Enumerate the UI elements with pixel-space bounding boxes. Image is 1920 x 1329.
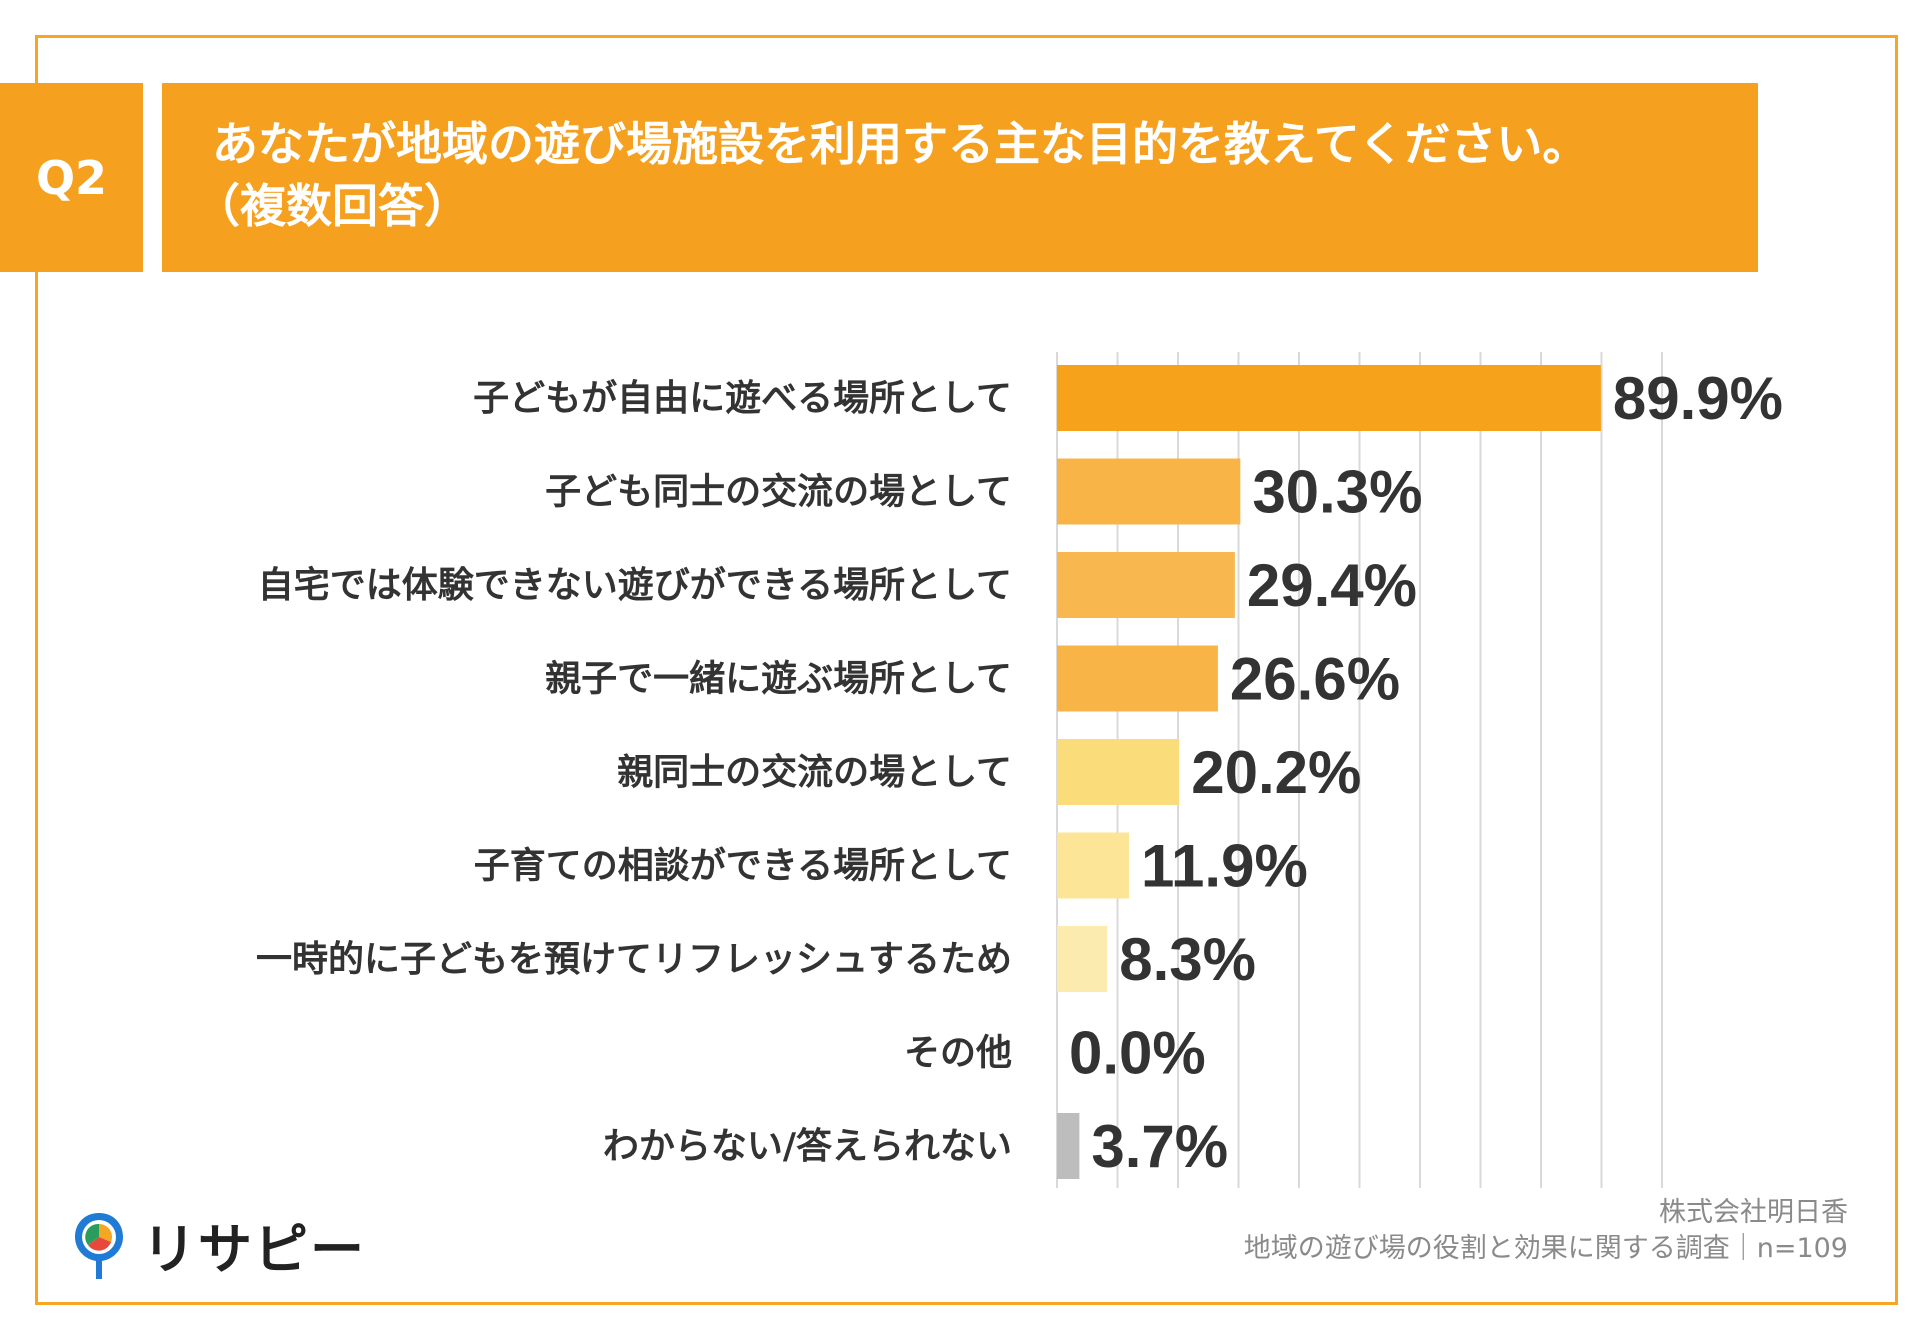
bar-9 xyxy=(1057,1113,1080,1179)
value-label: 11.9% xyxy=(1141,833,1308,900)
bar-3 xyxy=(1057,552,1235,618)
chart-frame xyxy=(35,35,1898,1305)
bar-2 xyxy=(1057,458,1241,525)
bar-1 xyxy=(1057,365,1601,431)
category-label: 自宅では体験できない遊びができる場所として xyxy=(258,564,1012,606)
survey-info: 地域の遊び場の役割と効果に関する調査｜n=109 xyxy=(1243,1233,1848,1264)
bar-6 xyxy=(1057,832,1129,899)
chart-bars xyxy=(1057,365,1601,1179)
bar-7 xyxy=(1057,926,1108,992)
question-title-bar: あなたが地域の遊び場施設を利用する主な目的を教えてください。 （複数回答） xyxy=(162,83,1758,272)
category-label: 一時的に子どもを預けてリフレッシュするため xyxy=(256,939,1012,980)
value-label: 8.3% xyxy=(1119,926,1256,993)
category-label: 親同士の交流の場として xyxy=(617,751,1012,793)
category-label: 親子で一緒に遊ぶ場所として xyxy=(545,659,1012,700)
value-label: 29.4% xyxy=(1247,552,1417,619)
value-label: 30.3% xyxy=(1252,459,1422,526)
value-label: 3.7% xyxy=(1091,1113,1228,1180)
question-subtitle: （複数回答） xyxy=(194,179,470,233)
value-label: 20.2% xyxy=(1191,739,1361,806)
brand-logo: リサピー xyxy=(70,1205,366,1284)
chart-category-labels: 子どもが自由に遊べる場所として子ども同士の交流の場として自宅では体験できない遊び… xyxy=(256,378,1012,1167)
chart-value-labels: 89.9% 30.3% 29.4% 26.6% 20.2% 11.9% 8.3% 0.0% 3.… xyxy=(1069,365,1783,1180)
category-label: 子育ての相談ができる場所として xyxy=(474,846,1012,887)
bar-4 xyxy=(1057,645,1218,712)
pin-icon xyxy=(75,1212,123,1279)
value-label: 89.9% xyxy=(1613,365,1783,432)
brand-logo-text: リサピー xyxy=(142,1218,366,1281)
value-label: 0.0% xyxy=(1069,1020,1206,1087)
bar-5 xyxy=(1057,739,1180,805)
category-label: 子どもが自由に遊べる場所として xyxy=(473,378,1012,419)
question-title: あなたが地域の遊び場施設を利用する主な目的を教えてください。 xyxy=(212,117,1589,171)
company-name: 株式会社明日香 xyxy=(1659,1197,1848,1228)
category-label: その他 xyxy=(904,1033,1012,1074)
category-label: 子ども同士の交流の場として xyxy=(545,471,1012,513)
source-credit: 株式会社明日香 地域の遊び場の役割と効果に関する調査｜n=109 xyxy=(1244,1195,1848,1267)
category-label: わからない/答えられない xyxy=(603,1126,1012,1167)
value-label: 26.6% xyxy=(1230,646,1400,713)
question-number-badge: Q2 xyxy=(0,83,143,272)
